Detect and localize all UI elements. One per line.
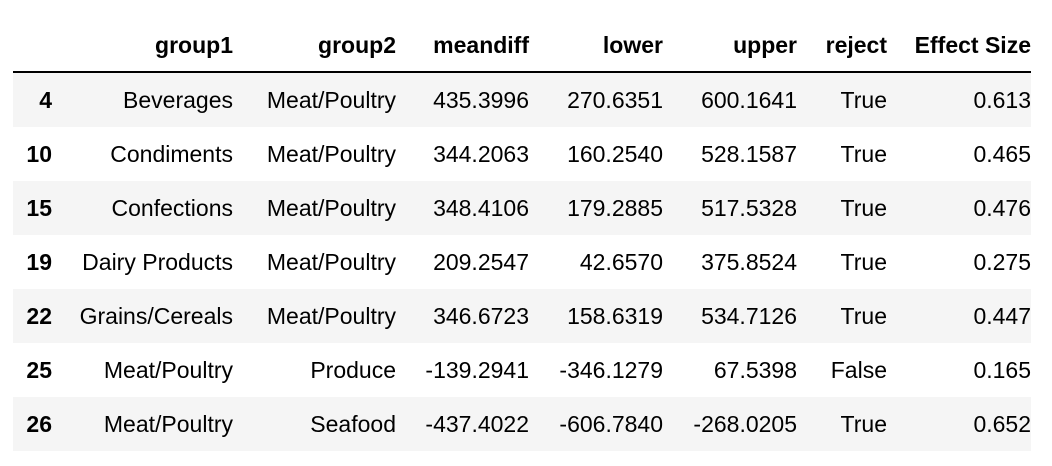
- table-row: 4 Beverages Meat/Poultry 435.3996 270.6351 60…: [13, 72, 1031, 127]
- effect-size-header: Effect Size: [887, 19, 1031, 73]
- reject-cell: True: [840, 410, 887, 437]
- group1-cell: Meat/Poultry: [103, 410, 233, 437]
- group2-cell: Seafood: [310, 410, 396, 437]
- upper-cell: 375.8524: [701, 248, 797, 275]
- reject-cell: True: [840, 248, 887, 275]
- reject-cell: False: [830, 356, 887, 383]
- reject-cell: True: [840, 86, 887, 113]
- table-row: 19 Dairy Products Meat/Poultry 209.2547 42.6…: [13, 235, 1031, 289]
- meandiff-header: meandiff: [396, 19, 529, 73]
- table-row: 26 Meat/Poultry Seafood -437.4022 -606.7840 -…: [13, 397, 1031, 451]
- lower-cell: 42.6570: [579, 248, 663, 275]
- group2-cell: Meat/Poultry: [266, 248, 396, 275]
- meandiff-cell: 346.6723: [433, 302, 529, 329]
- lower-cell: 158.6319: [567, 302, 663, 329]
- group1-cell: Confections: [111, 194, 233, 221]
- reject-cell: True: [840, 194, 887, 221]
- row-index: 15: [26, 194, 52, 221]
- upper-header: upper: [663, 19, 797, 73]
- meandiff-cell: -139.2941: [425, 356, 529, 383]
- table-row: 25 Meat/Poultry Produce -139.2941 -346.1279 6…: [13, 343, 1031, 397]
- lower-header: lower: [529, 19, 663, 73]
- meandiff-cell: 344.2063: [433, 140, 529, 167]
- reject-header: reject: [797, 19, 887, 73]
- lower-cell: 179.2885: [567, 194, 663, 221]
- row-index: 4: [39, 86, 52, 113]
- effect-size-cell: 0.465: [973, 140, 1031, 167]
- table-row: 10 Condiments Meat/Poultry 344.2063 160.2540…: [13, 127, 1031, 181]
- row-index: 26: [26, 410, 52, 437]
- meandiff-cell: 209.2547: [433, 248, 529, 275]
- group1-cell: Grains/Cereals: [79, 302, 233, 329]
- lower-cell: 160.2540: [567, 140, 663, 167]
- group2-cell: Meat/Poultry: [266, 302, 396, 329]
- upper-cell: 600.1641: [701, 86, 797, 113]
- lower-cell: -346.1279: [559, 356, 663, 383]
- reject-cell: True: [840, 140, 887, 167]
- table-row: 15 Confections Meat/Poultry 348.4106 179.288…: [13, 181, 1031, 235]
- effect-size-cell: 0.476: [973, 194, 1031, 221]
- group1-cell: Beverages: [123, 86, 233, 113]
- effect-size-cell: 0.652: [973, 410, 1031, 437]
- meandiff-cell: 435.3996: [433, 86, 529, 113]
- effect-size-cell: 0.447: [973, 302, 1031, 329]
- group2-cell: Meat/Poultry: [266, 194, 396, 221]
- effect-size-cell: 0.613: [973, 86, 1031, 113]
- results-table: group1 group2 meandiff lower upper rejec…: [13, 19, 1031, 451]
- effect-size-cell: 0.275: [973, 248, 1031, 275]
- group1-cell: Condiments: [110, 140, 233, 167]
- row-index: 25: [26, 356, 52, 383]
- upper-cell: -268.0205: [693, 410, 797, 437]
- lower-cell: -606.7840: [559, 410, 663, 437]
- table-row: 22 Grains/Cereals Meat/Poultry 346.6723 158.…: [13, 289, 1031, 343]
- row-index: 22: [26, 302, 52, 329]
- reject-cell: True: [840, 302, 887, 329]
- group2-cell: Meat/Poultry: [266, 86, 396, 113]
- group2-cell: Produce: [310, 356, 396, 383]
- group2-header: group2: [233, 19, 396, 73]
- upper-cell: 528.1587: [701, 140, 797, 167]
- group1-header: group1: [52, 19, 233, 73]
- effect-size-cell: 0.165: [973, 356, 1031, 383]
- upper-cell: 517.5328: [701, 194, 797, 221]
- upper-cell: 67.5398: [713, 356, 797, 383]
- header-row: group1 group2 meandiff lower upper rejec…: [13, 19, 1031, 73]
- group1-cell: Meat/Poultry: [103, 356, 233, 383]
- meandiff-cell: -437.4022: [425, 410, 529, 437]
- meandiff-cell: 348.4106: [433, 194, 529, 221]
- row-index: 10: [26, 140, 52, 167]
- index-header: [13, 19, 52, 73]
- upper-cell: 534.7126: [701, 302, 797, 329]
- group2-cell: Meat/Poultry: [266, 140, 396, 167]
- table-body: 4 Beverages Meat/Poultry 435.3996 270.6351 60…: [13, 72, 1031, 451]
- row-index: 19: [26, 248, 52, 275]
- lower-cell: 270.6351: [567, 86, 663, 113]
- group1-cell: Dairy Products: [82, 248, 233, 275]
